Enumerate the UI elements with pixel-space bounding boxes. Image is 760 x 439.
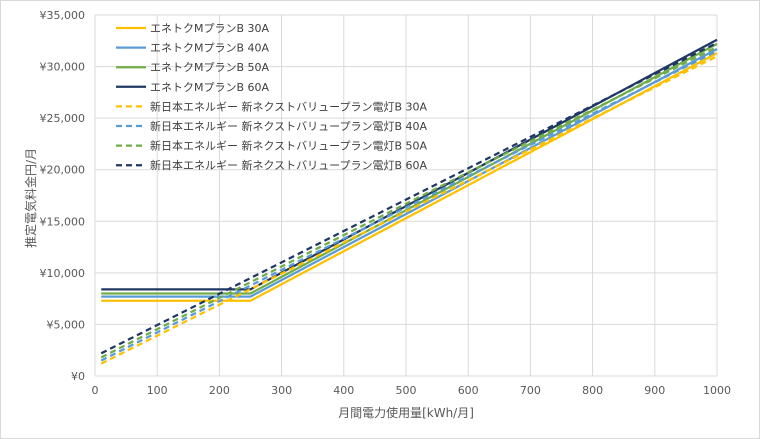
- legend-label: 新日本エネルギー 新ネクストバリュープラン電灯B 50A: [150, 139, 428, 153]
- x-tick-label: 900: [644, 384, 665, 397]
- y-tick-label: ¥10,000: [40, 267, 86, 280]
- x-tick-label: 300: [271, 384, 292, 397]
- legend-label: エネトクMプランB 50A: [150, 61, 270, 74]
- legend-label: 新日本エネルギー 新ネクストバリュープラン電灯B 60A: [150, 158, 428, 172]
- series-line: [101, 48, 718, 298]
- x-tick-label: 100: [147, 384, 168, 397]
- legend-label: エネトクMプランB 40A: [150, 42, 270, 55]
- y-tick-label: ¥5,000: [47, 318, 86, 331]
- series-line: [101, 52, 718, 302]
- legend-label: 新日本エネルギー 新ネクストバリュープラン電灯B 30A: [150, 99, 428, 113]
- series-line: [100, 55, 718, 365]
- x-tick-label: 200: [209, 384, 230, 397]
- y-tick-label: ¥15,000: [40, 215, 86, 228]
- y-axis-title: 推定電気料金円/月: [23, 148, 38, 248]
- legend-label: エネトクMプランB 60A: [150, 81, 270, 94]
- x-tick-label: 400: [333, 384, 354, 397]
- x-tick-label: 800: [582, 384, 603, 397]
- legend: エネトクMプランB 30A エネトクMプランB 40A エネトクMプランB 50A エ…: [116, 22, 428, 172]
- series-line: [101, 42, 718, 295]
- x-axis-ticks: 0 100 200 300 400 500 600 700 800 900 1000: [92, 384, 732, 397]
- legend-label: エネトクMプランB 30A: [150, 22, 270, 35]
- series-line: [100, 45, 718, 359]
- y-tick-label: ¥20,000: [40, 164, 86, 177]
- x-tick-label: 600: [458, 384, 479, 397]
- legend-label: 新日本エネルギー 新ネクストバリュープラン電灯B 40A: [150, 119, 428, 133]
- series-line: [101, 38, 718, 291]
- y-tick-label: ¥0: [71, 370, 85, 383]
- x-tick-label: 1000: [703, 384, 731, 397]
- y-tick-label: ¥35,000: [40, 9, 86, 22]
- x-tick-label: 500: [396, 384, 417, 397]
- series-lines: [100, 38, 718, 365]
- y-tick-label: ¥25,000: [40, 112, 86, 125]
- x-tick-label: 700: [520, 384, 541, 397]
- x-axis-title: 月間電力使用量[kWh/月]: [338, 405, 474, 420]
- x-tick-label: 0: [92, 384, 99, 397]
- y-tick-label: ¥30,000: [40, 61, 86, 74]
- y-axis-ticks: ¥0 ¥5,000 ¥10,000 ¥15,000 ¥20,000 ¥25,000 ¥30,…: [40, 9, 86, 383]
- grid: [94, 14, 718, 377]
- series-line: [100, 50, 718, 362]
- series-line: [100, 41, 718, 355]
